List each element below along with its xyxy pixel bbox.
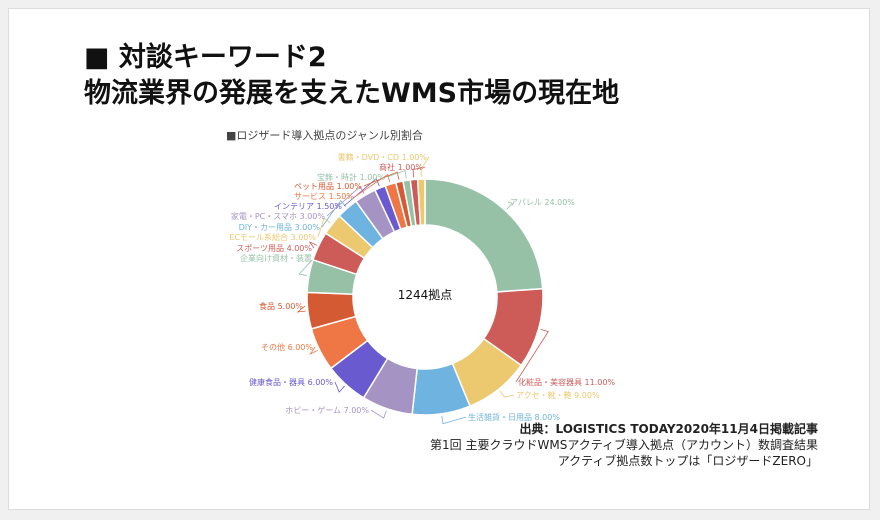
- slice-label: 食品 5.00%: [259, 301, 303, 311]
- slice-label: ECモール系総合 3.00%: [229, 232, 316, 242]
- slice-label: 家電・PC・スマホ 3.00%: [231, 211, 326, 221]
- slice-label: ホビー・ゲーム 7.00%: [285, 405, 369, 415]
- label-leader-line: [420, 156, 430, 178]
- label-leader-line: [355, 173, 391, 197]
- label-leader-line: [309, 241, 317, 249]
- source-line-1: 出典：LOGISTICS TODAY2020年11月4日掲載記事: [519, 422, 818, 436]
- source-line-3: アクティブ拠点数トップは「ロジザードZERO」: [557, 454, 818, 468]
- label-leader-line: [441, 415, 467, 425]
- slice-label: 商社 1.00%: [379, 162, 423, 172]
- label-leader-line: [317, 217, 331, 238]
- label-leader-line: [506, 201, 513, 210]
- slice-label: DIY・カー用品 3.00%: [239, 223, 321, 232]
- donut-slice: [424, 178, 544, 293]
- label-leader-line: [386, 170, 407, 179]
- label-leader-line: [515, 329, 549, 383]
- label-leader-line: [363, 171, 400, 187]
- source-line-2: 第1回 主要クラウドWMSアクティブ導入拠点（アカウント）数調査結果: [430, 438, 818, 452]
- label-leader-line: [321, 200, 347, 228]
- label-leader-line: [309, 346, 318, 355]
- label-leader-line: [296, 305, 306, 313]
- slide: [8, 8, 870, 510]
- slice-label: 健康食品・器具 6.00%: [249, 377, 333, 387]
- source-citation: 出典：LOGISTICS TODAY2020年11月4日掲載記事 第1回 主要ク…: [430, 421, 818, 469]
- slice-label: ペット用品 1.00%: [294, 182, 362, 191]
- slice-label: 化粧品・美容器具 11.00%: [518, 377, 615, 387]
- donut-slice: [416, 178, 426, 226]
- title-line-2: 物流業界の発展を支えたWMS市場の現在地: [84, 78, 620, 109]
- center-label: 1244拠点: [398, 288, 453, 302]
- slice-label: スポーツ用品 4.00%: [236, 244, 312, 253]
- slice-label: サービス 1.50%: [294, 192, 354, 201]
- slice-label: アパレル 24.00%: [510, 198, 575, 207]
- slice-label: 企業向け資材・装置: [240, 253, 312, 263]
- label-leader-line: [370, 409, 387, 419]
- slice-label: 生活雑貨・日用品 8.00%: [468, 412, 560, 422]
- slide-title: ■ 対談キーワード2 物流業界の発展を支えたWMS市場の現在地: [84, 40, 619, 112]
- title-line-1: ■ 対談キーワード2: [84, 42, 327, 73]
- slice-label: インテリア 1.50%: [274, 202, 342, 211]
- slice-label: その他 6.00%: [261, 342, 313, 352]
- label-leader-line: [412, 166, 426, 178]
- label-leader-line: [298, 257, 315, 276]
- label-leader-line: [334, 381, 345, 393]
- slice-label: 書籍・DVD・CD 1.00%: [338, 152, 428, 162]
- slice-label: 宝飾・時計 1.00%: [317, 172, 385, 182]
- chart-title: ■ロジザード導入拠点のジャンル別割合: [226, 129, 423, 142]
- label-leader-line: [343, 177, 380, 207]
- slice-label: アクセ・靴・鞄 9.00%: [516, 390, 600, 400]
- label-leader-line: [499, 390, 515, 398]
